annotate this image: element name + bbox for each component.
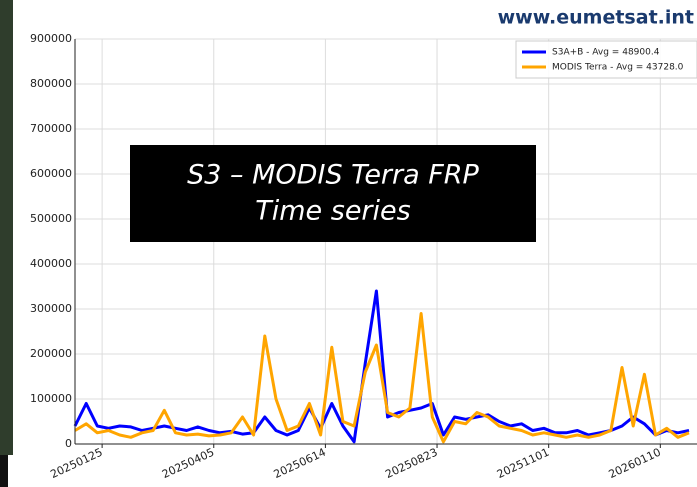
chart: 0 100000 200000 300000 400000 500000 600000 700… — [0, 0, 697, 487]
chart-title: S3 – MODIS Terra FRP — [187, 160, 479, 191]
legend-label: S3A+B - Avg = 48900.4 — [552, 48, 660, 58]
x-tick-label: 20251101 — [495, 446, 551, 481]
x-tick-label: 20260110 — [607, 446, 663, 481]
x-tick-label: 20250405 — [160, 446, 216, 481]
corner-block — [0, 455, 8, 487]
y-tick-label: 100000 — [30, 392, 72, 405]
x-tick-label: 20250125 — [48, 446, 104, 481]
y-tick-label: 600000 — [30, 167, 72, 180]
y-tick-label: 900000 — [30, 32, 72, 45]
y-tick-label: 800000 — [30, 77, 72, 90]
x-tick-label: 20250823 — [383, 446, 439, 481]
y-tick-label: 500000 — [30, 212, 72, 225]
series-line — [75, 314, 689, 442]
legend-label: MODIS Terra - Avg = 43728.0 — [552, 63, 684, 73]
y-tick-label: 300000 — [30, 302, 72, 315]
x-tick-label: 20250614 — [272, 446, 328, 481]
y-tick-label: 0 — [65, 437, 72, 450]
watermark: www.eumetsat.int — [498, 7, 694, 29]
y-tick-label: 200000 — [30, 347, 72, 360]
chart-title: Time series — [255, 196, 410, 227]
side-image — [0, 0, 13, 455]
y-tick-label: 700000 — [30, 122, 72, 135]
y-tick-label: 400000 — [30, 257, 72, 270]
